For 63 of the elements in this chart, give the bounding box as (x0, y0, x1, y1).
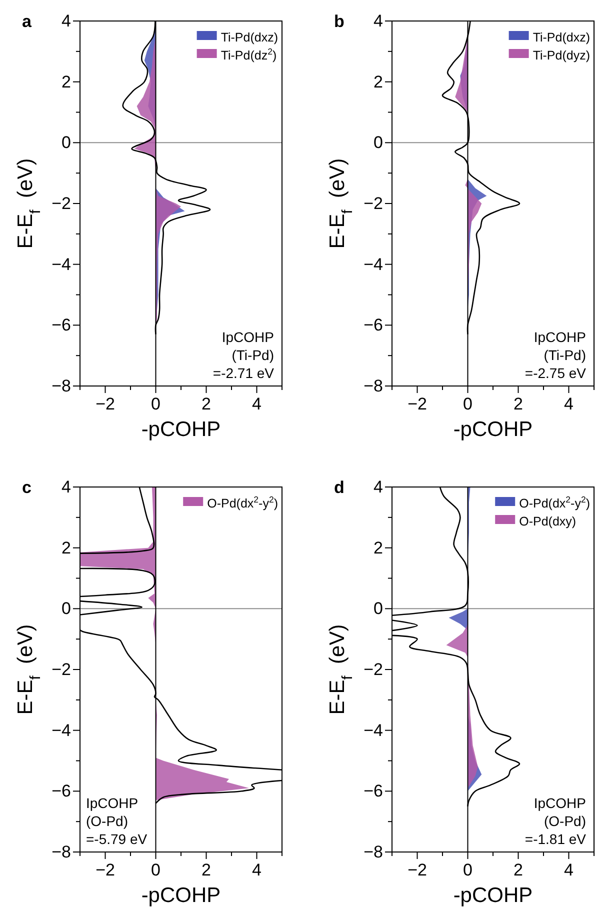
x-tick-label: 0 (151, 860, 160, 880)
x-tick-label: 2 (202, 860, 211, 880)
chart-title: a (22, 12, 32, 31)
x-tick-label: −2 (96, 860, 115, 880)
x-tick-label: 0 (463, 394, 472, 414)
chart-title: d (334, 478, 344, 497)
legend-label: Ti-Pd(dyz) (532, 48, 590, 62)
y-tick-label: −8 (364, 842, 383, 862)
x-tick-label: 4 (564, 860, 574, 880)
x-axis-title: -pCOHP (141, 418, 221, 441)
x-tick-label: −2 (96, 394, 115, 414)
y-tick-label: 2 (374, 538, 383, 558)
y-tick-label: 2 (374, 72, 383, 92)
y-tick-label: −2 (52, 194, 71, 213)
y-tick-label: −6 (364, 782, 383, 801)
y-tick-label: −4 (52, 720, 71, 740)
y-tick-label: 4 (62, 477, 71, 496)
y-tick-label: −2 (364, 194, 383, 213)
y-tick-label: −8 (364, 376, 383, 396)
x-axis-title: -pCOHP (453, 418, 533, 441)
y-tick-label: 4 (62, 11, 71, 30)
legend-label: O-Pd(dx$^{2}$-y$^{2}$) (519, 494, 590, 510)
x-axis-title: -pCOHP (141, 884, 221, 907)
x-tick-label: 2 (514, 860, 523, 880)
x-axis-title: -pCOHP (453, 884, 533, 907)
chart-title: b (334, 12, 344, 31)
y-tick-label: 0 (62, 133, 71, 152)
y-tick-label: 4 (374, 477, 383, 496)
x-tick-label: −2 (408, 860, 427, 880)
annotation: IpCOHP (O-Pd) =-5.79 eV (86, 795, 148, 847)
x-tick-label: 4 (252, 860, 262, 880)
annotation: IpCOHP (Ti-Pd) =-2.75 eV (524, 329, 587, 381)
legend-label: Ti-Pd(dxz) (220, 30, 278, 44)
y-tick-label: 0 (62, 599, 71, 618)
x-tick-label: 2 (202, 394, 211, 414)
y-tick-label: 2 (62, 72, 71, 92)
legend-label: Ti-Pd(dxz) (532, 30, 590, 44)
y-tick-label: −2 (52, 660, 71, 679)
y-tick-label: −2 (364, 660, 383, 679)
chart-title: c (22, 478, 32, 497)
legend-label: O-Pd(dx$^{2}$-y$^{2}$) (207, 494, 278, 510)
annotation: IpCOHP (O-Pd) =-1.81 eV (524, 795, 587, 847)
x-tick-label: 0 (463, 860, 472, 880)
y-tick-label: −8 (52, 376, 71, 396)
y-tick-label: 4 (374, 11, 383, 30)
y-tick-label: −8 (52, 842, 71, 862)
y-tick-label: −4 (52, 254, 71, 274)
annotation: IpCOHP (Ti-Pd) =-2.71 eV (212, 329, 275, 381)
y-tick-label: 0 (374, 133, 383, 152)
y-tick-label: 0 (374, 599, 383, 618)
x-tick-label: −2 (408, 394, 427, 414)
x-tick-label: 0 (151, 394, 160, 414)
y-tick-label: −4 (364, 254, 383, 274)
y-tick-label: −6 (52, 782, 71, 801)
y-tick-label: 2 (62, 538, 71, 558)
legend-label: O-Pd(dxy) (519, 514, 576, 528)
y-tick-label: −6 (52, 316, 71, 335)
y-tick-label: −4 (364, 720, 383, 740)
x-tick-label: 2 (514, 394, 523, 414)
y-tick-label: −6 (364, 316, 383, 335)
legend-label: Ti-Pd(dz$^{2}$) (220, 46, 277, 62)
x-tick-label: 4 (252, 394, 262, 414)
x-tick-label: 4 (564, 394, 574, 414)
